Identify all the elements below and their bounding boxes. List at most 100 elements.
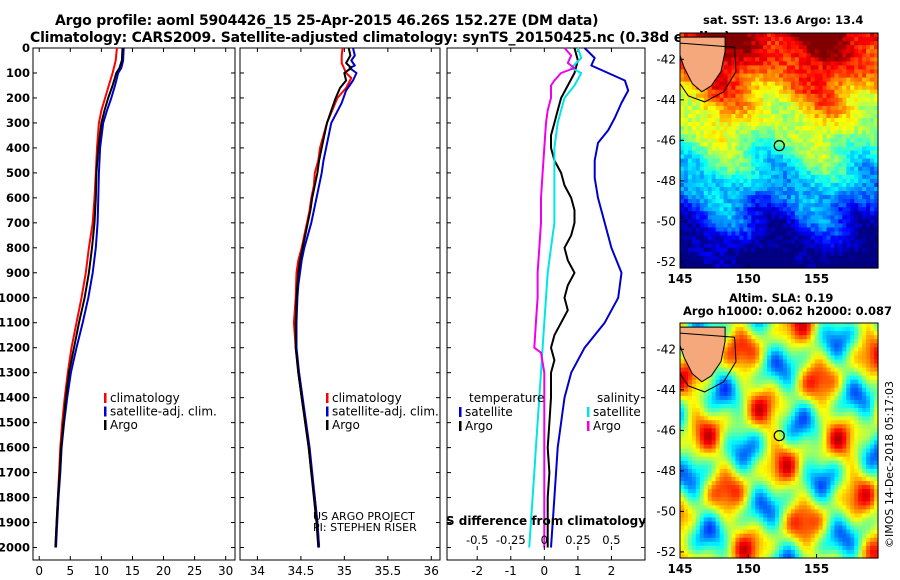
sla-map-cell bbox=[715, 391, 721, 397]
sst-map-cell bbox=[794, 37, 800, 42]
sla-map-cell bbox=[703, 424, 709, 429]
sla-map-cell bbox=[858, 383, 863, 389]
depth-tick-label: 1000 bbox=[0, 291, 30, 305]
sla-map-cell bbox=[747, 367, 752, 373]
sst-lat-tick-label: -44 bbox=[656, 93, 676, 107]
sst-map-cell bbox=[723, 186, 729, 192]
sla-map-cell bbox=[818, 331, 824, 336]
sst-map-cell bbox=[779, 65, 784, 71]
sla-map-cell bbox=[838, 371, 843, 377]
sst-map-cell bbox=[767, 203, 772, 208]
sla-map-cell bbox=[763, 448, 768, 454]
sla-map-cell bbox=[763, 379, 768, 385]
sla-map-cell bbox=[838, 412, 843, 417]
sst-map-cell bbox=[858, 138, 863, 143]
sla-map-cell bbox=[707, 424, 713, 429]
sla-map-cell bbox=[699, 408, 705, 413]
sla-map-cell bbox=[846, 399, 851, 405]
sst-map-cell bbox=[830, 191, 836, 196]
sst-map-cell bbox=[862, 105, 867, 111]
sst-map-cell bbox=[771, 114, 776, 119]
sst-map-cell bbox=[731, 126, 737, 131]
sst-map-cell bbox=[806, 243, 812, 249]
sst-map-cell bbox=[798, 255, 804, 261]
sst-map-cell bbox=[683, 142, 689, 148]
sst-map-cell bbox=[870, 227, 875, 233]
sla-map-cell bbox=[727, 416, 733, 421]
sst-map-cell bbox=[779, 81, 784, 87]
sst-map-cell bbox=[707, 146, 713, 152]
sst-map-cell bbox=[731, 199, 737, 204]
sla-map-cell bbox=[683, 387, 689, 393]
sla-map-cell bbox=[826, 460, 832, 466]
sst-map-cell bbox=[838, 73, 843, 79]
sla-map-cell bbox=[830, 331, 836, 336]
sst-map-cell bbox=[731, 178, 737, 184]
sst-map-cell bbox=[743, 235, 748, 241]
sst-map-cell bbox=[786, 263, 792, 269]
sst-map-cell bbox=[806, 255, 812, 261]
sst-map-cell bbox=[695, 247, 701, 253]
sst-map-cell bbox=[715, 195, 721, 200]
sla-map-cell bbox=[782, 444, 788, 450]
sst-map-cell bbox=[779, 134, 784, 139]
sst-map-cell bbox=[723, 37, 729, 42]
sst-map-cell bbox=[699, 207, 705, 212]
sla-map-cell bbox=[842, 363, 847, 369]
temperature-legend-swatch bbox=[104, 420, 107, 430]
sla-map-cell bbox=[802, 327, 808, 332]
sst-map-cell bbox=[779, 203, 784, 208]
sla-map-cell bbox=[874, 395, 879, 401]
sla-map-cell bbox=[767, 327, 772, 332]
sst-map-cell bbox=[771, 239, 776, 245]
sla-map-cell bbox=[862, 460, 867, 466]
sst-map-cell bbox=[794, 126, 800, 131]
sla-map-cell bbox=[838, 395, 843, 401]
sla-map-cell bbox=[719, 460, 725, 466]
sla-map-cell bbox=[862, 327, 867, 332]
sst-map-cell bbox=[703, 259, 709, 265]
sla-map-cell bbox=[802, 359, 808, 365]
sst-map-cell bbox=[826, 65, 832, 71]
sst-map-cell bbox=[790, 158, 796, 164]
sla-map-cell bbox=[854, 408, 859, 413]
sst-map-cell bbox=[862, 65, 867, 71]
sla-map-cell bbox=[834, 464, 839, 470]
sla-map-cell bbox=[866, 383, 871, 389]
sla-map-cell bbox=[818, 404, 824, 409]
sla-map-cell bbox=[846, 359, 851, 365]
depth-tick-label: 100 bbox=[6, 66, 30, 80]
sla-map-cell bbox=[687, 420, 693, 425]
sst-map-cell bbox=[838, 243, 843, 249]
sst-map-cell bbox=[695, 89, 701, 95]
sst-map-cell bbox=[838, 207, 843, 212]
sst-map-cell bbox=[747, 77, 752, 83]
sst-map-cell bbox=[874, 223, 879, 229]
sst-map-cell bbox=[680, 191, 685, 196]
sla-map-cell bbox=[870, 456, 875, 462]
diff-legend-swatch bbox=[459, 407, 462, 417]
sst-map-cell bbox=[703, 150, 709, 156]
sla-map-cell bbox=[794, 387, 800, 393]
sst-map-cell bbox=[719, 259, 725, 265]
sst-map-cell bbox=[806, 174, 812, 180]
sst-map-cell bbox=[854, 199, 859, 204]
sst-map-cell bbox=[751, 57, 756, 62]
sst-map-cell bbox=[711, 162, 717, 168]
sst-map-cell bbox=[846, 73, 851, 79]
sst-map-cell bbox=[727, 215, 733, 220]
sst-map-cell bbox=[802, 211, 808, 216]
sst-map-cell bbox=[870, 146, 875, 152]
sla-map-cell bbox=[834, 351, 839, 357]
sla-map-cell bbox=[790, 383, 796, 389]
sla-map-cell bbox=[838, 424, 843, 429]
sla-map-cell bbox=[687, 379, 693, 385]
sla-map-cell bbox=[775, 456, 780, 462]
sla-map-cell bbox=[723, 432, 729, 438]
sst-map-cell bbox=[862, 243, 867, 249]
sst-map-cell bbox=[735, 146, 740, 152]
sla-map-cell bbox=[735, 420, 740, 425]
sst-map-cell bbox=[790, 41, 796, 46]
sst-map-cell bbox=[794, 199, 800, 204]
sla-map-cell bbox=[755, 347, 760, 352]
